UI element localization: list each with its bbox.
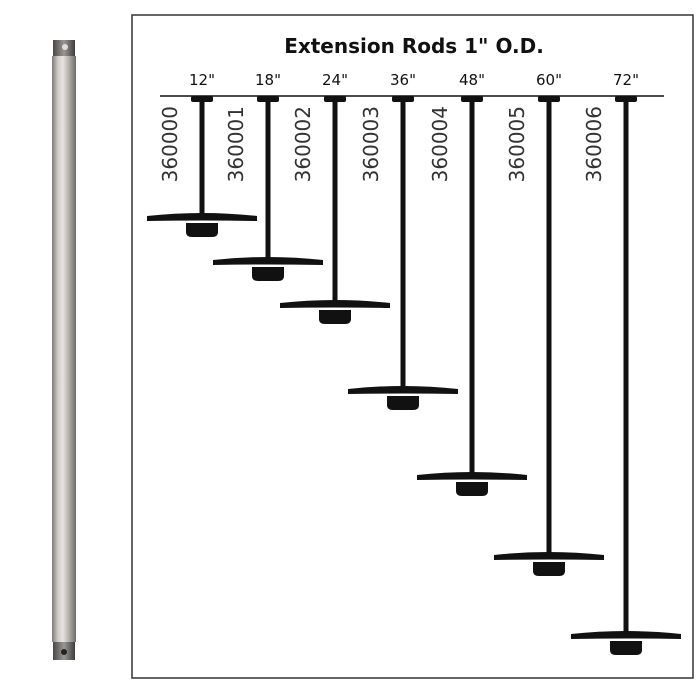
ceiling-canopy xyxy=(461,96,483,102)
rod-sku-label: 360004 xyxy=(428,106,452,182)
rod-assembly-360006: 72" 360006 xyxy=(571,71,681,655)
diagram-title: Extension Rods 1" O.D. xyxy=(284,34,544,58)
ceiling-canopy xyxy=(538,96,560,102)
rod-length-label: 36" xyxy=(390,71,416,89)
downrod xyxy=(332,100,338,305)
ceiling-canopy xyxy=(392,96,414,102)
rod-sku-label: 360005 xyxy=(505,106,529,182)
fan-blades xyxy=(571,631,681,639)
fan-motor-housing xyxy=(252,267,284,281)
downrod xyxy=(265,100,271,262)
fan-blades xyxy=(494,552,604,560)
fan-motor-housing xyxy=(533,562,565,576)
rod-length-label: 18" xyxy=(255,71,281,89)
fan-blades xyxy=(213,257,323,265)
rod-sku-label: 360002 xyxy=(291,106,315,182)
rod-sku-label: 360000 xyxy=(158,106,182,182)
rod-length-label: 72" xyxy=(613,71,639,89)
rod-length-label: 48" xyxy=(459,71,485,89)
rod-length-label: 12" xyxy=(189,71,215,89)
rod-assembly-360004: 48" 360004 xyxy=(417,71,527,496)
fan-blades xyxy=(280,300,390,308)
diagram-frame xyxy=(131,14,694,679)
downrod xyxy=(469,100,475,477)
ceiling-canopy xyxy=(191,96,213,102)
rod-sku-label: 360003 xyxy=(359,106,383,182)
rod-assembly-360005: 60" 360005 xyxy=(494,71,604,576)
fan-blades xyxy=(348,386,458,394)
fan-blades xyxy=(417,472,527,480)
fan-motor-housing xyxy=(456,482,488,496)
rod-length-label: 60" xyxy=(536,71,562,89)
downrod xyxy=(546,100,552,557)
downrod xyxy=(623,100,629,636)
rod-assembly-360003: 36" 360003 xyxy=(348,71,458,410)
ceiling-canopy xyxy=(257,96,279,102)
ceiling-canopy xyxy=(324,96,346,102)
fan-motor-housing xyxy=(186,223,218,237)
rod-assembly-360002: 24" 360002 xyxy=(280,71,390,324)
extension-rod-photo xyxy=(52,40,76,660)
downrod xyxy=(199,100,205,218)
fan-motor-housing xyxy=(319,310,351,324)
fan-blades xyxy=(147,213,257,221)
rod-length-label: 24" xyxy=(322,71,348,89)
rod-assembly-360001: 18" 360001 xyxy=(213,71,323,281)
rod-sku-label: 360006 xyxy=(582,106,606,182)
rod-sku-label: 360001 xyxy=(224,106,248,182)
fan-motor-housing xyxy=(387,396,419,410)
fan-motor-housing xyxy=(610,641,642,655)
downrod xyxy=(400,100,406,391)
ceiling-canopy xyxy=(615,96,637,102)
rod-assembly-360000: 12" 360000 xyxy=(147,71,257,237)
